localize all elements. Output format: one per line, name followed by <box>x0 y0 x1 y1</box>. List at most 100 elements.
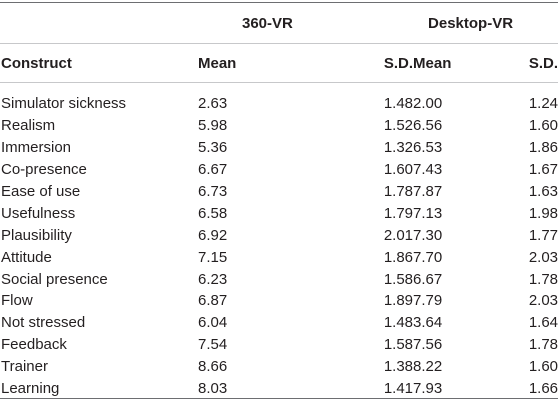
cell-sd-360vr: 1.58 <box>383 270 414 288</box>
cell-mean-360vr: 8.03 <box>198 380 228 398</box>
cell-sd-desktopvr: 2.03 <box>528 248 558 266</box>
cell-sd-desktopvr: 1.60 <box>528 358 558 376</box>
table-body: Simulator sickness 2.63 1.48 2.00 1.24 Realis… <box>0 93 558 399</box>
cell-mean-desktopvr: 7.93 <box>413 380 443 398</box>
cell-mean-360vr: 6.23 <box>198 270 228 288</box>
cell-mean-desktopvr: 6.67 <box>413 270 443 288</box>
cell-sd-360vr: 1.32 <box>383 139 414 157</box>
table-row: Co-presence 6.67 1.60 7.43 1.67 <box>0 159 558 181</box>
cell-mean-360vr: 6.04 <box>198 314 228 332</box>
group-header-row: 360-VR Desktop-VR <box>0 2 558 44</box>
cell-sd-360vr: 1.41 <box>383 380 414 398</box>
cell-mean-desktopvr: 6.56 <box>413 117 443 135</box>
cell-mean-desktopvr: 8.22 <box>413 358 443 376</box>
cell-sd-desktopvr: 1.78 <box>528 336 558 354</box>
column-header-sd-desktopvr: S.D. <box>512 43 558 83</box>
table-row: Flow 6.87 1.89 7.79 2.03 <box>0 290 558 312</box>
cell-sd-desktopvr: 1.63 <box>528 183 558 200</box>
table-row: Learning 8.03 1.41 7.93 1.66 <box>0 378 558 400</box>
column-header-construct: Construct <box>0 43 198 83</box>
cell-sd-360vr: 1.89 <box>383 292 414 310</box>
cell-construct: Learning <box>1 380 60 398</box>
cell-mean-360vr: 6.67 <box>198 161 228 179</box>
cell-mean-360vr: 2.63 <box>198 95 228 113</box>
table-row: Ease of use 6.73 1.78 7.87 1.63 <box>0 181 558 203</box>
cell-sd-desktopvr: 1.66 <box>528 380 558 398</box>
cell-mean-desktopvr: 7.43 <box>413 161 443 179</box>
cell-sd-360vr: 1.60 <box>383 161 414 179</box>
cell-sd-desktopvr: 1.64 <box>528 314 558 332</box>
cell-sd-360vr: 1.78 <box>383 183 414 200</box>
column-header-mean-360vr: Mean <box>198 43 308 83</box>
cell-mean-desktopvr: 7.87 <box>413 183 443 200</box>
table-bottom-rule <box>0 398 558 399</box>
cell-mean-360vr: 5.98 <box>198 117 228 135</box>
cell-construct: Simulator sickness <box>1 95 127 113</box>
cell-sd-desktopvr: 1.60 <box>528 117 558 135</box>
cell-sd-desktopvr: 1.24 <box>528 95 558 113</box>
cell-sd-360vr: 1.58 <box>383 336 414 354</box>
header-spacer <box>0 83 558 94</box>
cell-mean-desktopvr: 7.13 <box>413 204 443 222</box>
cell-mean-360vr: 8.66 <box>198 358 228 376</box>
cell-mean-desktopvr: 6.53 <box>413 139 443 157</box>
table-row: Not stressed 6.04 1.48 3.64 1.64 <box>0 312 558 334</box>
cell-sd-360vr: 1.79 <box>383 204 414 222</box>
cell-construct: Social presence <box>1 270 108 288</box>
table-row: Trainer 8.66 1.38 8.22 1.60 <box>0 356 558 378</box>
cell-sd-desktopvr: 1.86 <box>528 139 558 157</box>
table-row: Attitude 7.15 1.86 7.70 2.03 <box>0 246 558 268</box>
cell-construct: Feedback <box>1 336 67 354</box>
cell-mean-360vr: 6.58 <box>198 204 228 222</box>
cell-sd-desktopvr: 1.78 <box>528 270 558 288</box>
table-row: Feedback 7.54 1.58 7.56 1.78 <box>0 334 558 356</box>
table-row: Immersion 5.36 1.32 6.53 1.86 <box>0 137 558 159</box>
cell-construct: Attitude <box>1 248 52 266</box>
group-header-blank <box>0 2 198 44</box>
cell-sd-desktopvr: 1.98 <box>528 204 558 222</box>
cell-sd-360vr: 2.01 <box>383 226 414 244</box>
cell-mean-360vr: 5.36 <box>198 139 228 157</box>
cell-construct: Trainer <box>1 358 48 376</box>
cell-sd-desktopvr: 1.77 <box>528 226 558 244</box>
cell-mean-360vr: 6.73 <box>198 183 228 200</box>
cell-construct: Plausibility <box>1 226 72 244</box>
cell-construct: Co-presence <box>1 161 87 179</box>
cell-sd-360vr: 1.52 <box>383 117 414 135</box>
column-header-sd-360vr: S.D. <box>308 43 414 83</box>
column-header-mean-desktopvr: Mean <box>413 43 513 83</box>
cell-sd-360vr: 1.86 <box>383 248 414 266</box>
cell-mean-desktopvr: 3.64 <box>413 314 443 332</box>
cell-mean-desktopvr: 7.79 <box>413 292 443 310</box>
cell-mean-360vr: 6.92 <box>198 226 228 244</box>
cell-mean-360vr: 6.87 <box>198 292 228 310</box>
cell-mean-360vr: 7.54 <box>198 336 228 354</box>
cell-mean-360vr: 7.15 <box>198 248 228 266</box>
cell-construct: Usefulness <box>1 204 76 222</box>
cell-mean-desktopvr: 7.70 <box>413 248 443 266</box>
column-header-row: Construct Mean S.D. Mean S.D. <box>0 43 558 83</box>
table-row: Simulator sickness 2.63 1.48 2.00 1.24 <box>0 93 558 115</box>
cell-mean-desktopvr: 7.56 <box>413 336 443 354</box>
table-row: Usefulness 6.58 1.79 7.13 1.98 <box>0 202 558 224</box>
cell-sd-desktopvr: 2.03 <box>528 292 558 310</box>
cell-sd-360vr: 1.38 <box>383 358 414 376</box>
group-header-desktopvr: Desktop-VR <box>413 2 558 44</box>
cell-mean-desktopvr: 7.30 <box>413 226 443 244</box>
cell-construct: Not stressed <box>1 314 86 332</box>
table-row: Social presence 6.23 1.58 6.67 1.78 <box>0 268 558 290</box>
cell-construct: Realism <box>1 117 56 135</box>
table-row: Realism 5.98 1.52 6.56 1.60 <box>0 115 558 137</box>
cell-sd-desktopvr: 1.67 <box>528 161 558 179</box>
cell-mean-desktopvr: 2.00 <box>413 95 443 113</box>
cell-sd-360vr: 1.48 <box>383 314 414 332</box>
group-header-360vr: 360-VR <box>198 2 414 44</box>
cell-construct: Flow <box>1 292 33 310</box>
table-head: 360-VR Desktop-VR Construct Mean S.D. Me… <box>0 2 558 94</box>
cell-construct: Immersion <box>1 139 72 157</box>
cell-construct: Ease of use <box>1 183 81 200</box>
cell-sd-360vr: 1.48 <box>383 95 414 113</box>
table-row: Plausibility 6.92 2.01 7.30 1.77 <box>0 224 558 246</box>
